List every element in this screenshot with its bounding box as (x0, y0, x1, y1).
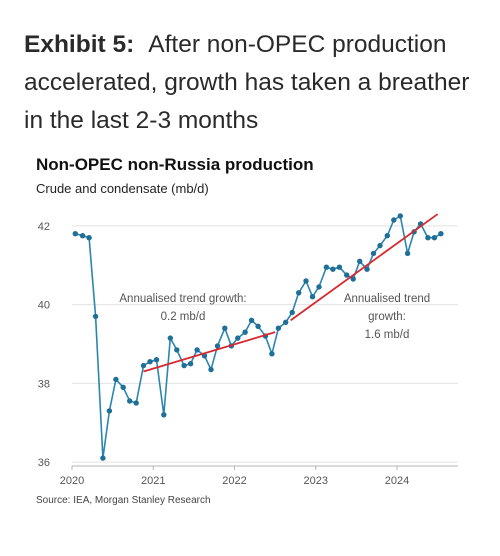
data-point-49 (404, 250, 411, 257)
data-point-34 (303, 278, 309, 284)
data-point-48 (397, 213, 403, 219)
data-point-18 (194, 347, 200, 353)
data-point-4 (100, 455, 106, 461)
data-point-38 (330, 266, 336, 272)
y-tick-label-42: 42 (38, 221, 50, 233)
data-point-37 (323, 264, 330, 270)
y-tick-label-40: 40 (38, 300, 50, 312)
annotation-left-line2: 0.2 mb/d (161, 311, 206, 323)
data-point-5 (106, 408, 113, 414)
data-point-9 (133, 400, 139, 406)
data-point-54 (438, 231, 444, 237)
data-point-11 (147, 359, 153, 365)
data-point-30 (275, 325, 282, 331)
annotation-right-line1: Annualised trend (344, 293, 430, 305)
data-point-1 (79, 233, 86, 239)
trend-line-1 (290, 213, 439, 322)
chart-source: Source: IEA, Morgan Stanley Research (36, 495, 211, 506)
data-point-16 (181, 362, 187, 369)
data-point-3 (92, 313, 99, 320)
data-point-21 (214, 343, 221, 349)
data-point-27 (255, 323, 261, 329)
data-point-0 (72, 231, 79, 237)
data-point-46 (384, 233, 390, 239)
annotation-left-line1: Annualised trend growth: (119, 293, 246, 305)
data-point-25 (242, 329, 248, 335)
data-point-32 (289, 309, 295, 316)
data-point-41 (350, 276, 356, 282)
exhibit-text: After non-OPEC production accelerated, g… (24, 31, 470, 134)
data-point-17 (187, 361, 194, 367)
data-point-12 (153, 357, 160, 363)
data-point-40 (344, 272, 350, 278)
y-tick-label-38: 38 (38, 378, 50, 390)
y-tick-label-36: 36 (38, 457, 50, 469)
data-point-45 (377, 242, 383, 249)
series-group (72, 213, 444, 461)
trend-line-0 (143, 331, 276, 373)
data-point-44 (370, 250, 377, 257)
data-point-47 (391, 217, 397, 223)
y-axis-labels: 36 38 40 42 (38, 221, 50, 469)
x-tick-label-2024: 2024 (385, 475, 409, 487)
data-point-36 (316, 284, 322, 290)
data-point-10 (140, 362, 147, 369)
x-tick-label-2022: 2022 (222, 475, 246, 487)
annotations: Annualised trend growth: 0.2 mb/d Annual… (119, 293, 430, 341)
data-point-2 (86, 235, 92, 241)
data-point-15 (174, 347, 180, 353)
annotation-right-line3: 1.6 mb/d (365, 329, 410, 341)
data-point-6 (113, 376, 119, 383)
data-point-53 (431, 235, 438, 241)
x-tick-label-2021: 2021 (141, 475, 165, 487)
data-point-52 (425, 235, 431, 241)
data-point-22 (222, 325, 228, 331)
data-point-29 (269, 351, 275, 357)
data-point-14 (167, 335, 173, 341)
data-point-20 (208, 366, 214, 373)
annotation-right-line2: growth: (368, 311, 406, 323)
data-point-7 (120, 384, 126, 390)
data-point-8 (127, 398, 133, 404)
data-point-26 (248, 317, 255, 323)
data-point-35 (309, 294, 316, 300)
data-point-33 (296, 290, 302, 296)
data-point-31 (283, 319, 289, 325)
x-axis: 2020 2021 2022 2023 2024 (60, 465, 458, 487)
data-point-42 (357, 258, 363, 264)
data-point-43 (364, 266, 370, 272)
exhibit-caption: Exhibit 5: After non-OPEC production acce… (24, 26, 484, 140)
x-tick-label-2020: 2020 (60, 475, 84, 487)
data-point-24 (235, 335, 241, 341)
x-tick-label-2023: 2023 (304, 475, 328, 487)
data-point-39 (336, 264, 343, 270)
gridlines (72, 225, 458, 463)
exhibit-label: Exhibit 5: (24, 31, 135, 58)
trend-lines (143, 213, 439, 373)
chart-subtitle: Crude and condensate (mb/d) (36, 181, 209, 196)
chart-title: Non-OPEC non-Russia production (36, 155, 314, 174)
data-point-13 (161, 412, 167, 418)
